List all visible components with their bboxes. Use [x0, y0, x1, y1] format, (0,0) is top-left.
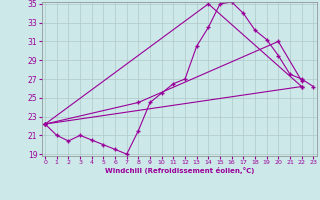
X-axis label: Windchill (Refroidissement éolien,°C): Windchill (Refroidissement éolien,°C) [105, 167, 254, 174]
